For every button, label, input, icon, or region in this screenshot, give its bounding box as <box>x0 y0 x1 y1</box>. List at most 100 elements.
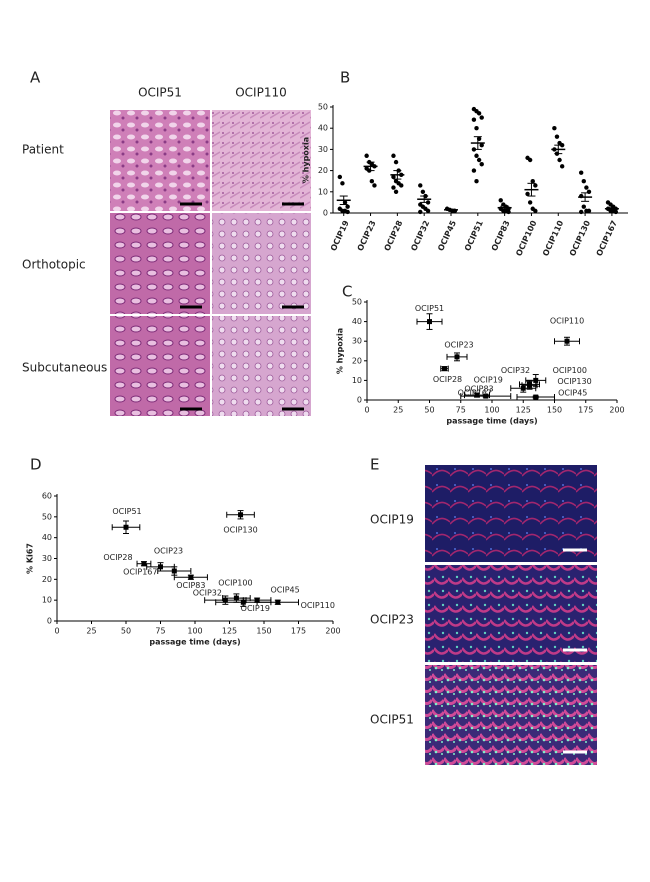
image <box>425 465 597 562</box>
x-tick-label: 50 <box>121 627 131 636</box>
data-point <box>471 168 477 173</box>
data-point <box>391 174 396 180</box>
x-tick-label: OCIP100 <box>514 219 538 258</box>
column-label: OCIP51 <box>138 86 182 100</box>
data-point <box>141 561 147 567</box>
x-tick-label: 75 <box>155 627 165 636</box>
x-tick-label: OCIP19 <box>329 219 351 253</box>
data-point <box>530 179 535 184</box>
x-tick-label: 100 <box>187 627 202 636</box>
point-label: OCIP110 <box>301 601 335 610</box>
data-point <box>613 209 619 215</box>
row-label: Patient <box>22 143 64 157</box>
y-tick-label: 20 <box>42 575 52 584</box>
x-tick-label: 200 <box>325 627 340 636</box>
image <box>110 213 210 314</box>
column-label: OCIP110 <box>235 86 287 100</box>
x-tick-label: OCIP130 <box>568 219 592 258</box>
data-point <box>123 524 129 530</box>
point-label: OCIP32 <box>501 366 530 375</box>
point-label: OCIP100 <box>218 579 252 588</box>
x-tick-label: OCIP83 <box>490 219 512 252</box>
x-tick-label: 125 <box>222 627 237 636</box>
data-point <box>559 164 565 169</box>
x-tick-label: OCIP45 <box>436 219 458 253</box>
panel-label: B <box>340 69 350 87</box>
data-point <box>158 564 163 570</box>
x-tick-label: OCIP167 <box>595 219 619 257</box>
y-tick-label: 20 <box>318 166 328 175</box>
data-point <box>369 179 375 184</box>
x-tick-label: OCIP28 <box>382 219 404 253</box>
point-label: OCIP83 <box>176 581 205 590</box>
x-tick-label: 75 <box>456 406 466 415</box>
data-point <box>506 209 511 215</box>
image <box>110 316 210 416</box>
x-tick-label: 150 <box>256 627 271 636</box>
point-label: OCIP167 <box>123 568 157 577</box>
data-point <box>533 208 538 214</box>
y-tick-label: 10 <box>352 376 362 385</box>
data-point <box>479 115 484 120</box>
point-label: OCIP110 <box>550 317 584 326</box>
data-point <box>483 393 489 399</box>
image <box>212 110 311 211</box>
row-label: OCIP23 <box>370 613 414 627</box>
row-label: OCIP19 <box>370 513 414 527</box>
data-point <box>393 159 399 165</box>
data-point <box>533 377 539 383</box>
point-label: OCIP51 <box>415 304 444 313</box>
data-point <box>474 392 480 398</box>
data-point <box>337 174 343 180</box>
y-tick-label: 40 <box>318 124 328 133</box>
data-point <box>418 183 423 188</box>
point-label: OCIP19 <box>474 376 503 385</box>
y-tick-label: 30 <box>352 337 362 346</box>
data-point <box>420 189 426 194</box>
data-point <box>527 200 533 205</box>
y-tick-label: 50 <box>42 512 52 521</box>
data-point <box>578 209 584 215</box>
y-axis-label: % hypoxia <box>336 328 345 374</box>
data-point <box>586 208 592 214</box>
point-label: OCIP83 <box>464 385 493 394</box>
x-axis-label: passage time (days) <box>149 638 240 647</box>
x-tick-label: OCIP110 <box>541 219 565 258</box>
point-label: OCIP51 <box>112 507 141 516</box>
data-point <box>474 153 479 158</box>
data-point <box>340 181 345 186</box>
x-tick-label: 0 <box>54 627 59 636</box>
data-point <box>479 162 484 167</box>
data-point <box>188 574 194 580</box>
point-label: OCIP130 <box>223 525 257 534</box>
x-tick-label: 150 <box>547 406 562 415</box>
x-tick-label: 25 <box>393 406 403 415</box>
image <box>425 565 597 662</box>
image <box>212 213 311 314</box>
y-tick-label: 10 <box>42 596 52 605</box>
x-tick-label: OCIP32 <box>409 219 431 252</box>
data-point <box>171 568 177 574</box>
data-point <box>393 189 399 194</box>
y-tick-label: 30 <box>318 145 328 154</box>
data-point <box>418 209 423 215</box>
data-point <box>427 319 432 325</box>
x-axis-label: passage time (days) <box>446 417 537 426</box>
data-point <box>498 198 503 203</box>
data-point <box>584 185 589 190</box>
y-tick-label: 50 <box>352 298 362 307</box>
data-point <box>552 126 557 131</box>
fluorescence-images <box>425 465 597 765</box>
data-point <box>474 179 479 184</box>
x-tick-label: 100 <box>484 406 499 415</box>
point-label: OCIP28 <box>433 375 462 384</box>
data-point <box>372 183 377 188</box>
data-point <box>520 385 526 391</box>
image <box>425 665 597 765</box>
point-label: OCIP19 <box>241 604 270 613</box>
data-point <box>557 157 562 163</box>
point-label: OCIP45 <box>270 586 299 595</box>
point-label: OCIP45 <box>558 389 587 398</box>
row-label: Subcutaneous <box>22 361 107 375</box>
image <box>212 316 311 416</box>
